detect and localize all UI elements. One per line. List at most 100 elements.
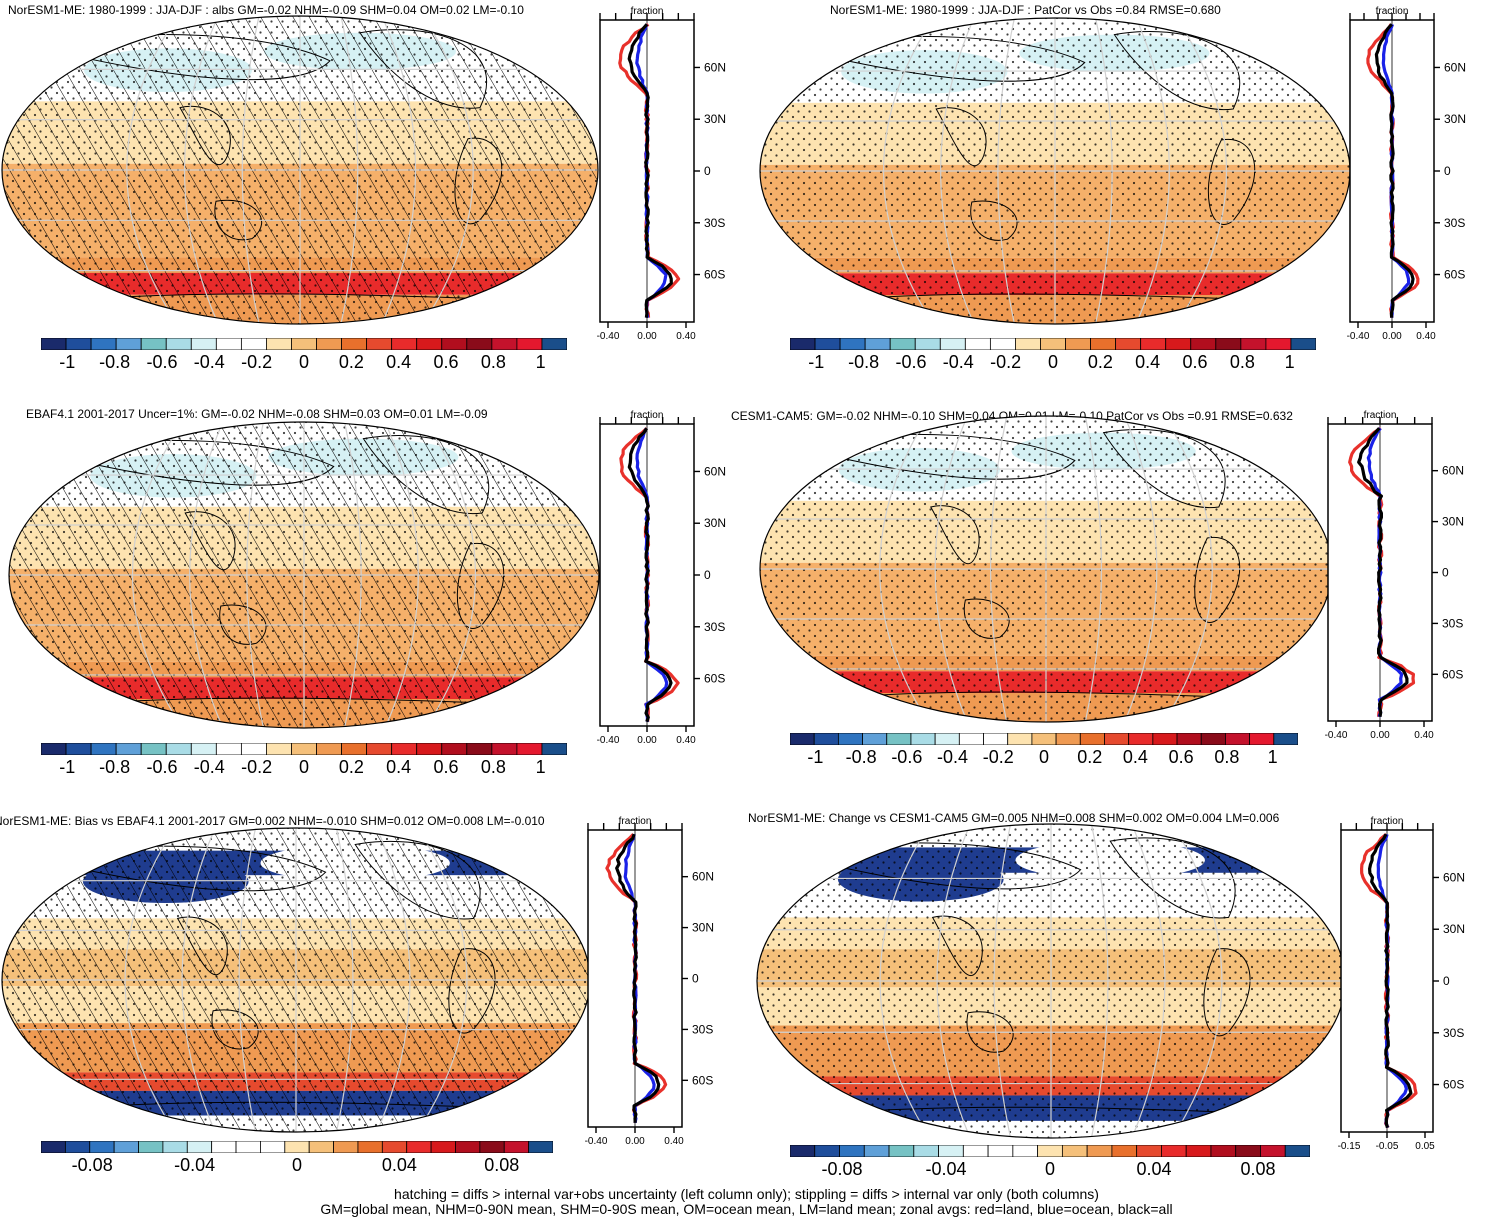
colorbar-swatch [1273, 733, 1298, 745]
colorbar-swatch [837, 733, 863, 745]
colorbar-swatch [962, 1145, 989, 1157]
colorbar-swatch [455, 1141, 481, 1153]
zonal-x-tick-label: -0.40 [597, 735, 620, 746]
colorbar-swatch [441, 743, 468, 755]
colorbar-swatch [1200, 733, 1226, 745]
colorbar-swatch [89, 1141, 115, 1153]
colorbar-swatch [441, 338, 468, 350]
colorbar-swatch [516, 743, 543, 755]
colorbar-swatch [1128, 733, 1154, 745]
zonal-lat-label: 60N [1444, 60, 1466, 74]
colorbar-swatch [115, 743, 142, 755]
zonal-mean-plot: fraction -0.40 0.00 0.40 60N 30N 0 30S 60S [1325, 410, 1464, 741]
colorbar-label: 0 [1038, 747, 1050, 767]
colorbar-swatch [491, 743, 518, 755]
colorbar-swatch [333, 1141, 359, 1153]
colorbar-swatch [1037, 1145, 1063, 1157]
colorbar-swatch [1185, 1145, 1212, 1157]
colorbar [41, 743, 567, 755]
colorbar-swatch [910, 733, 936, 745]
colorbar-swatch [1015, 338, 1041, 350]
colorbar-label: -0.04 [925, 1159, 967, 1179]
zonal-x-tick-label: -0.05 [1376, 1141, 1399, 1152]
zonal-lat-label: 60S [692, 1073, 713, 1087]
colorbar-swatch [863, 1145, 890, 1157]
panel-title: NorESM1-ME: 1980-1999 : JJA-DJF : albs G… [8, 3, 524, 17]
zonal-x-tick-label: 0.00 [1370, 730, 1390, 741]
colorbar-swatch [1115, 338, 1142, 350]
colorbar-swatch [889, 338, 916, 350]
colorbar-label: 0 [291, 1155, 303, 1175]
colorbar-swatch [934, 733, 960, 745]
zonal-lat-label: 30N [704, 112, 726, 126]
zonal-title: fraction [619, 816, 652, 827]
colorbar-swatch [1152, 733, 1178, 745]
robinson-map [1, 827, 591, 1133]
colorbar-label: -1 [59, 352, 76, 372]
zonal-lat-label: 0 [692, 972, 699, 986]
zonal-lat-label: 30S [704, 620, 725, 634]
zonal-lat-label: 60N [704, 60, 726, 74]
zonal-x-tick-label: 0.40 [1416, 331, 1436, 342]
colorbar-swatch [115, 338, 142, 350]
colorbar-swatch [1210, 1145, 1237, 1157]
zonal-lat-label: 30N [1442, 515, 1464, 529]
colorbar-swatch [541, 338, 567, 350]
colorbar-label: -0.2 [990, 352, 1022, 372]
zonal-lat-label: 30S [1444, 216, 1465, 230]
zonal-lat-label: 60S [1442, 667, 1463, 681]
zonal-mean-curve [618, 23, 681, 318]
colorbar-label: 0.08 [1240, 1159, 1276, 1179]
colorbar-swatch [1249, 733, 1275, 745]
colorbar-label: 0.2 [338, 352, 364, 372]
colorbar-swatch [1086, 1145, 1113, 1157]
colorbar-swatch [235, 1141, 261, 1153]
colorbar-swatch [1104, 733, 1130, 745]
panel-title: NorESM1-ME: 1980-1999 : JJA-DJF : PatCor… [830, 3, 1221, 17]
colorbar-label: -1 [808, 352, 825, 372]
colorbar-label: 0.8 [480, 352, 506, 372]
colorbar-swatch [41, 743, 67, 755]
zonal-mean-curve [615, 833, 661, 1123]
colorbar-label: 0.4 [386, 352, 412, 372]
colorbar-swatch [541, 743, 567, 755]
colorbar-label: 0 [298, 757, 310, 777]
zonal-lat-label: 60N [1442, 464, 1464, 478]
colorbar-swatch [1165, 338, 1192, 350]
colorbar-swatch [839, 338, 866, 350]
colorbar-label: 0.2 [1077, 747, 1103, 767]
zonal-x-tick-label: -0.15 [1338, 1141, 1361, 1152]
colorbar-label: -0.4 [937, 747, 969, 767]
colorbar-swatch [341, 743, 368, 755]
zonal-lat-label: 60N [704, 464, 726, 478]
zonal-title: fraction [631, 410, 664, 421]
colorbar-swatch [1061, 1145, 1088, 1157]
zonal-x-tick-label: 0.00 [625, 1136, 645, 1147]
colorbar [41, 1141, 553, 1153]
colorbar-swatch [366, 743, 393, 755]
colorbar-swatch [516, 338, 543, 350]
colorbar-label: 0.8 [1229, 352, 1255, 372]
robinson-map [759, 17, 1351, 325]
colorbar-swatch [41, 338, 67, 350]
colorbar-label: 1 [535, 352, 546, 372]
colorbar-swatch [528, 1141, 553, 1153]
zonal-lat-label: 60S [1444, 268, 1465, 282]
colorbar-label: 0.2 [338, 757, 364, 777]
colorbar-swatch [790, 338, 816, 350]
colorbar-swatch [64, 1141, 91, 1153]
colorbar-label: -0.2 [241, 352, 273, 372]
zonal-lat-label: 0 [704, 164, 711, 178]
zonal-lat-label: 30N [692, 921, 714, 935]
colorbar-swatch [466, 743, 493, 755]
colorbar-label: 0 [1047, 352, 1059, 372]
zonal-lat-label: 60S [1443, 1078, 1464, 1092]
zonal-mean-plot: fraction -0.40 0.00 0.40 60N 30N 0 30S 60S [597, 410, 726, 746]
colorbar-label: -0.4 [942, 352, 974, 372]
colorbar-swatch [357, 1141, 383, 1153]
colorbar-label: -0.08 [821, 1159, 863, 1179]
zonal-x-tick-label: -0.40 [597, 331, 620, 342]
colorbar-label: 0.04 [381, 1155, 417, 1175]
colorbar-swatch [266, 338, 292, 350]
zonal-x-tick-label: 0.40 [676, 735, 696, 746]
